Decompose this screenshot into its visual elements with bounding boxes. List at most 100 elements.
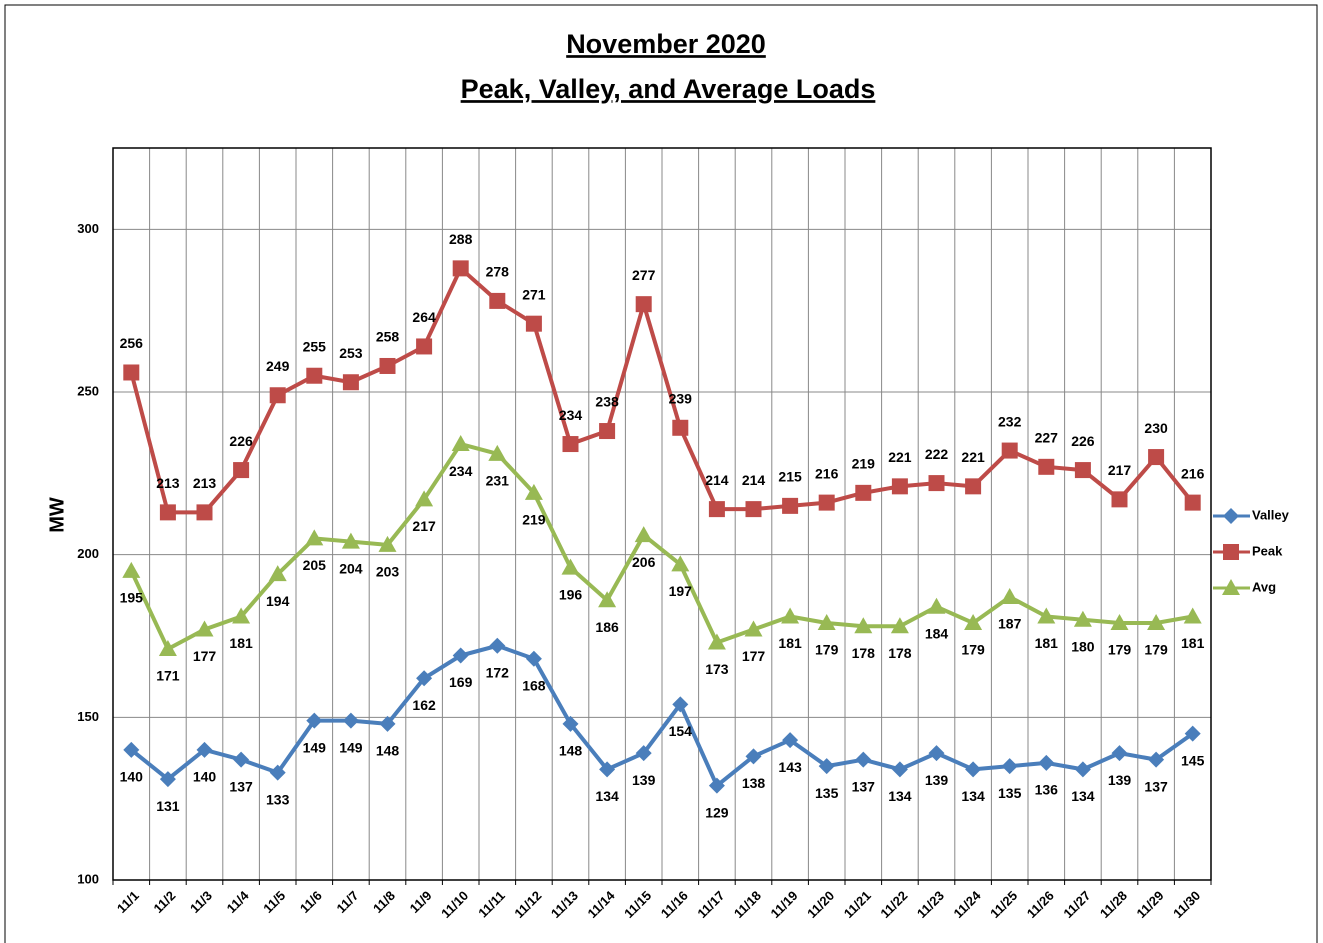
- marker: [891, 761, 908, 778]
- data-label: 137: [852, 778, 876, 794]
- marker: [672, 419, 689, 436]
- data-label: 168: [522, 677, 546, 693]
- data-label: 173: [705, 661, 729, 677]
- data-label: 197: [669, 583, 693, 599]
- data-label: 145: [1181, 752, 1205, 768]
- data-label: 184: [925, 625, 949, 641]
- marker: [817, 613, 836, 630]
- marker: [1074, 761, 1091, 778]
- marker: [158, 640, 177, 657]
- data-label: 135: [998, 785, 1022, 801]
- marker: [928, 475, 945, 492]
- data-label: 206: [632, 554, 656, 570]
- marker: [416, 670, 433, 687]
- data-label: 179: [1108, 642, 1132, 658]
- marker: [123, 364, 140, 381]
- marker: [965, 478, 982, 495]
- marker: [159, 771, 176, 788]
- marker: [1184, 494, 1201, 511]
- marker: [1001, 758, 1018, 775]
- data-label: 278: [486, 264, 510, 280]
- marker: [378, 535, 397, 552]
- data-label: 148: [559, 743, 583, 759]
- data-label: 226: [229, 433, 253, 449]
- marker: [562, 436, 579, 453]
- data-label: 219: [852, 456, 876, 472]
- data-label: 140: [193, 769, 217, 785]
- data-label: 194: [266, 593, 290, 609]
- marker: [891, 478, 908, 495]
- data-label: 255: [303, 338, 327, 354]
- data-label: 149: [339, 739, 363, 755]
- marker: [488, 444, 507, 461]
- data-label: 149: [303, 739, 327, 755]
- marker: [1001, 442, 1018, 459]
- marker: [1223, 508, 1239, 524]
- data-label: 162: [412, 697, 436, 713]
- marker: [305, 529, 324, 546]
- marker: [890, 617, 909, 634]
- marker: [745, 748, 762, 765]
- data-label: 205: [303, 557, 327, 573]
- data-label: 253: [339, 345, 363, 361]
- data-label: 143: [778, 759, 802, 775]
- data-label: 195: [120, 590, 144, 606]
- marker: [1184, 725, 1201, 742]
- data-label: 181: [1181, 635, 1205, 651]
- data-label: 134: [888, 788, 912, 804]
- data-label: 137: [229, 778, 253, 794]
- marker: [233, 751, 250, 768]
- marker: [1000, 587, 1019, 604]
- data-label: 136: [1035, 782, 1059, 798]
- marker: [269, 764, 286, 781]
- marker: [599, 423, 616, 440]
- marker: [196, 504, 213, 521]
- data-label: 181: [778, 635, 802, 651]
- marker: [379, 357, 396, 374]
- data-label: 177: [742, 648, 766, 664]
- data-label: 139: [925, 772, 949, 788]
- data-label: 221: [888, 449, 912, 465]
- data-label: 179: [1144, 642, 1168, 658]
- marker: [1037, 607, 1056, 624]
- marker: [342, 712, 359, 729]
- marker: [561, 558, 580, 575]
- data-label: 137: [1144, 778, 1168, 794]
- data-label: 221: [961, 449, 985, 465]
- marker: [781, 607, 800, 624]
- data-label: 178: [852, 645, 876, 661]
- marker: [708, 501, 725, 518]
- marker: [818, 494, 835, 511]
- data-label: 204: [339, 560, 363, 576]
- data-label: 133: [266, 791, 290, 807]
- marker: [123, 741, 140, 758]
- marker: [233, 462, 250, 479]
- data-label: 154: [669, 723, 693, 739]
- data-label: 129: [705, 804, 729, 820]
- data-label: 187: [998, 616, 1022, 632]
- data-label: 226: [1071, 433, 1095, 449]
- marker: [268, 565, 287, 582]
- marker: [489, 637, 506, 654]
- marker: [782, 497, 799, 514]
- data-label: 177: [193, 648, 217, 664]
- data-label: 140: [120, 769, 144, 785]
- marker: [927, 597, 946, 614]
- data-label: 238: [595, 394, 619, 410]
- data-label: 169: [449, 674, 473, 690]
- marker: [525, 650, 542, 667]
- marker: [452, 647, 469, 664]
- data-label: 171: [156, 668, 180, 684]
- data-label: 181: [229, 635, 253, 651]
- marker: [671, 555, 690, 572]
- marker: [306, 712, 323, 729]
- data-label: 148: [376, 743, 400, 759]
- chart-subtitle: Peak, Valley, and Average Loads: [461, 74, 876, 104]
- marker: [452, 260, 469, 277]
- data-label: 181: [1035, 635, 1059, 651]
- data-label: 134: [961, 788, 985, 804]
- marker: [818, 758, 835, 775]
- data-label: 230: [1144, 420, 1168, 436]
- marker: [965, 761, 982, 778]
- marker: [744, 620, 763, 637]
